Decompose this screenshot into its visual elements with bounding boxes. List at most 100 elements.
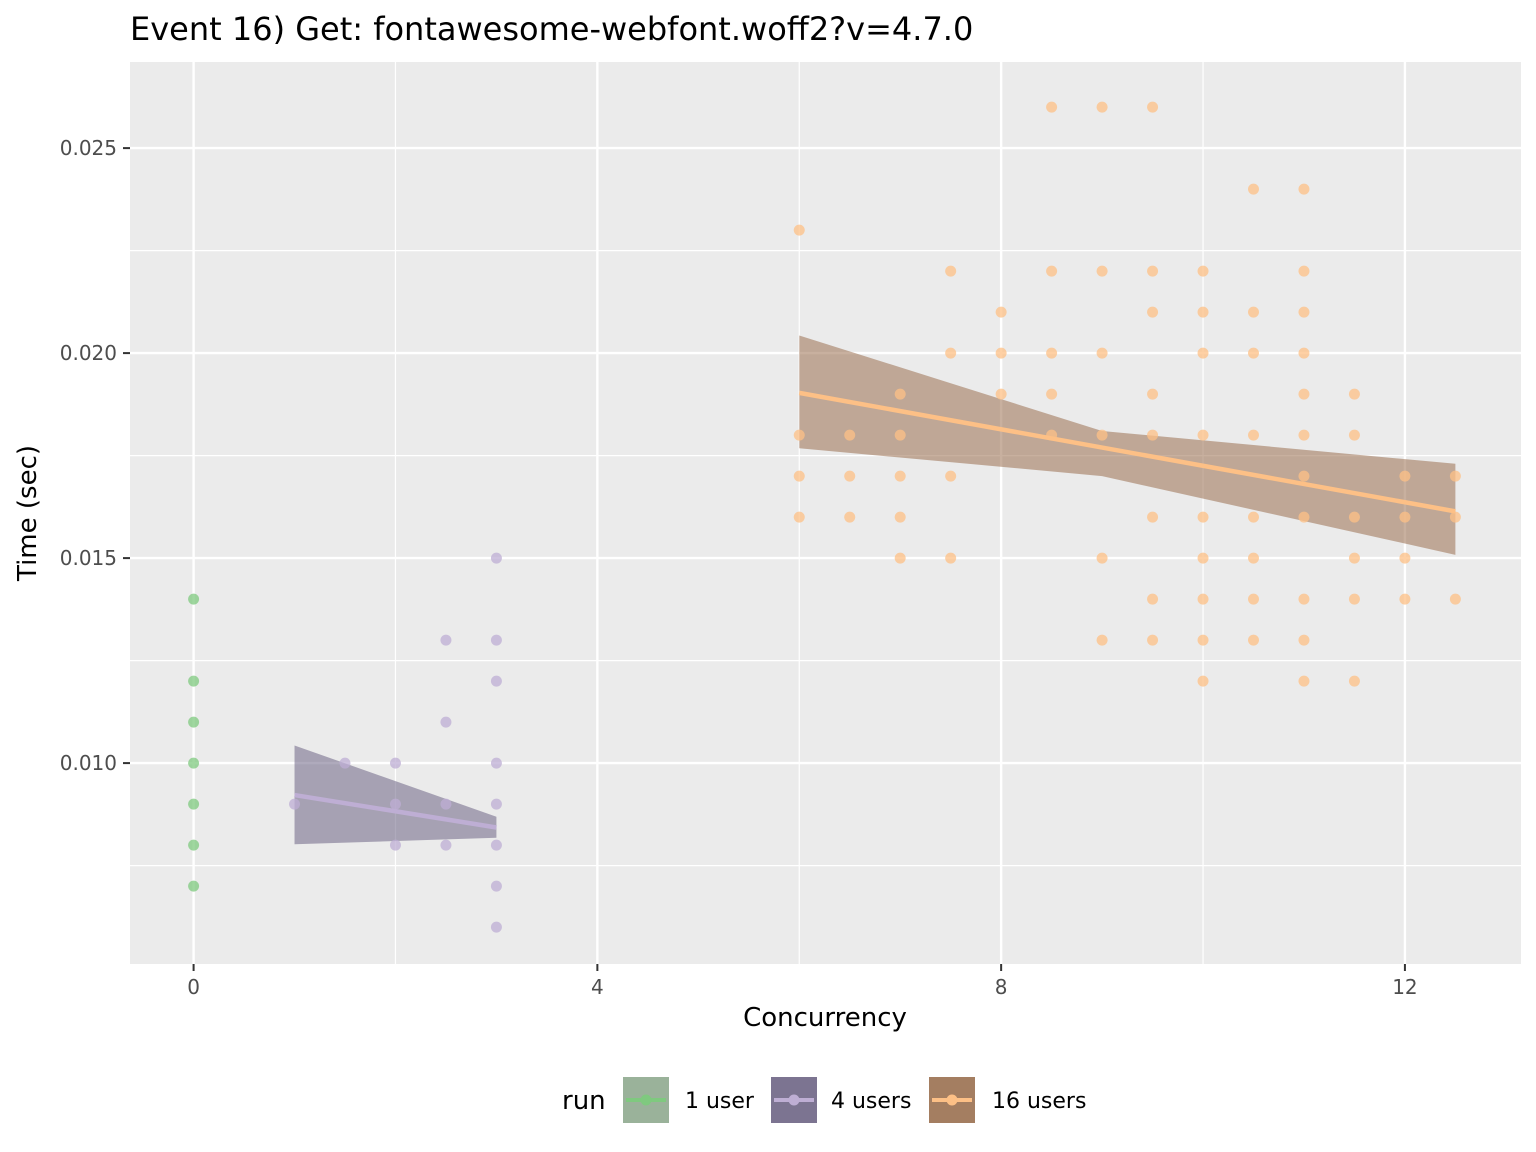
legend: run 1 user 4 users 16 users bbox=[562, 1077, 1086, 1123]
data-point bbox=[1399, 470, 1411, 482]
x-tick-label: 8 bbox=[995, 975, 1008, 999]
data-point bbox=[1248, 347, 1259, 359]
y-tick-label: 0.020 bbox=[60, 341, 117, 365]
data-point bbox=[289, 798, 301, 810]
data-point bbox=[1147, 265, 1159, 277]
data-point bbox=[490, 757, 502, 769]
y-tick-label: 0.025 bbox=[60, 136, 117, 160]
data-point bbox=[844, 511, 856, 523]
x-axis-title: Concurrency bbox=[743, 1003, 907, 1033]
data-point bbox=[1147, 101, 1159, 113]
data-point bbox=[894, 511, 906, 523]
data-point bbox=[1147, 306, 1159, 318]
data-point bbox=[1147, 634, 1159, 646]
data-point bbox=[1298, 347, 1310, 359]
legend-key-point bbox=[640, 1094, 652, 1106]
x-tick-label: 12 bbox=[1392, 975, 1417, 999]
data-point bbox=[1096, 634, 1108, 646]
data-point bbox=[945, 552, 957, 564]
data-point bbox=[1197, 593, 1209, 605]
data-point bbox=[1096, 101, 1108, 113]
x-tick-label: 0 bbox=[187, 975, 200, 999]
legend-label: 16 users bbox=[992, 1089, 1086, 1114]
data-point bbox=[894, 429, 906, 441]
data-point bbox=[1096, 265, 1108, 277]
legend-key-point bbox=[788, 1094, 800, 1106]
legend-key-point bbox=[946, 1094, 958, 1106]
data-point bbox=[188, 880, 200, 892]
data-point bbox=[188, 757, 200, 769]
data-point bbox=[1298, 388, 1310, 400]
data-point bbox=[1096, 347, 1108, 359]
chart-title: Event 16) Get: fontawesome-webfont.woff2… bbox=[130, 10, 973, 48]
data-point bbox=[1197, 306, 1209, 318]
data-point bbox=[1096, 552, 1108, 564]
data-point bbox=[389, 798, 401, 810]
x-tick-labels: 0 4 8 12 bbox=[187, 975, 1417, 999]
data-point bbox=[389, 839, 401, 851]
data-point bbox=[490, 634, 502, 646]
data-point bbox=[945, 470, 957, 482]
data-point bbox=[1046, 388, 1058, 400]
data-point bbox=[1046, 347, 1058, 359]
data-point bbox=[490, 839, 502, 851]
data-point bbox=[1449, 511, 1461, 523]
data-point bbox=[188, 675, 200, 687]
data-points bbox=[188, 101, 1461, 933]
data-point bbox=[1348, 388, 1360, 400]
data-point bbox=[1298, 429, 1310, 441]
data-point bbox=[894, 470, 906, 482]
data-point bbox=[1197, 347, 1209, 359]
data-point bbox=[1197, 265, 1209, 277]
trend-lines bbox=[294, 390, 1456, 830]
data-point bbox=[945, 265, 957, 277]
data-point bbox=[995, 388, 1007, 400]
data-point bbox=[1248, 552, 1259, 564]
data-point bbox=[1399, 552, 1411, 564]
y-tick-labels: 0.010 0.015 0.020 0.025 bbox=[60, 136, 117, 775]
legend-key bbox=[771, 1077, 817, 1123]
data-point bbox=[894, 552, 906, 564]
data-point bbox=[1197, 552, 1209, 564]
data-point bbox=[1197, 511, 1209, 523]
trend-line bbox=[798, 390, 1456, 514]
data-point bbox=[844, 429, 856, 441]
y-tick-label: 0.015 bbox=[60, 546, 117, 570]
data-point bbox=[188, 593, 200, 605]
data-point bbox=[1197, 634, 1209, 646]
data-point bbox=[1449, 470, 1461, 482]
data-point bbox=[995, 347, 1007, 359]
data-point bbox=[1348, 511, 1360, 523]
data-point bbox=[490, 880, 502, 892]
data-point bbox=[339, 757, 351, 769]
data-point bbox=[389, 757, 401, 769]
data-point bbox=[188, 716, 200, 728]
data-point bbox=[1096, 429, 1108, 441]
data-point bbox=[1399, 593, 1411, 605]
trend-line bbox=[294, 792, 497, 830]
data-point bbox=[1147, 511, 1159, 523]
data-point bbox=[490, 798, 502, 810]
data-point bbox=[945, 347, 957, 359]
data-point bbox=[1248, 183, 1259, 195]
data-point bbox=[1298, 511, 1310, 523]
data-point bbox=[1147, 593, 1159, 605]
data-point bbox=[1197, 429, 1209, 441]
data-point bbox=[1348, 593, 1360, 605]
legend-title: run bbox=[562, 1086, 606, 1116]
data-point bbox=[995, 306, 1007, 318]
data-point bbox=[793, 470, 805, 482]
data-point bbox=[1197, 675, 1209, 687]
data-point bbox=[188, 798, 200, 810]
data-point bbox=[490, 921, 502, 933]
data-point bbox=[1348, 552, 1360, 564]
data-point bbox=[188, 839, 200, 851]
y-axis-title: Time (sec) bbox=[13, 445, 43, 582]
data-point bbox=[1298, 470, 1310, 482]
x-tick-label: 4 bbox=[591, 975, 604, 999]
data-point bbox=[440, 798, 452, 810]
data-point bbox=[1298, 593, 1310, 605]
data-point bbox=[1348, 429, 1360, 441]
data-point bbox=[894, 388, 906, 400]
